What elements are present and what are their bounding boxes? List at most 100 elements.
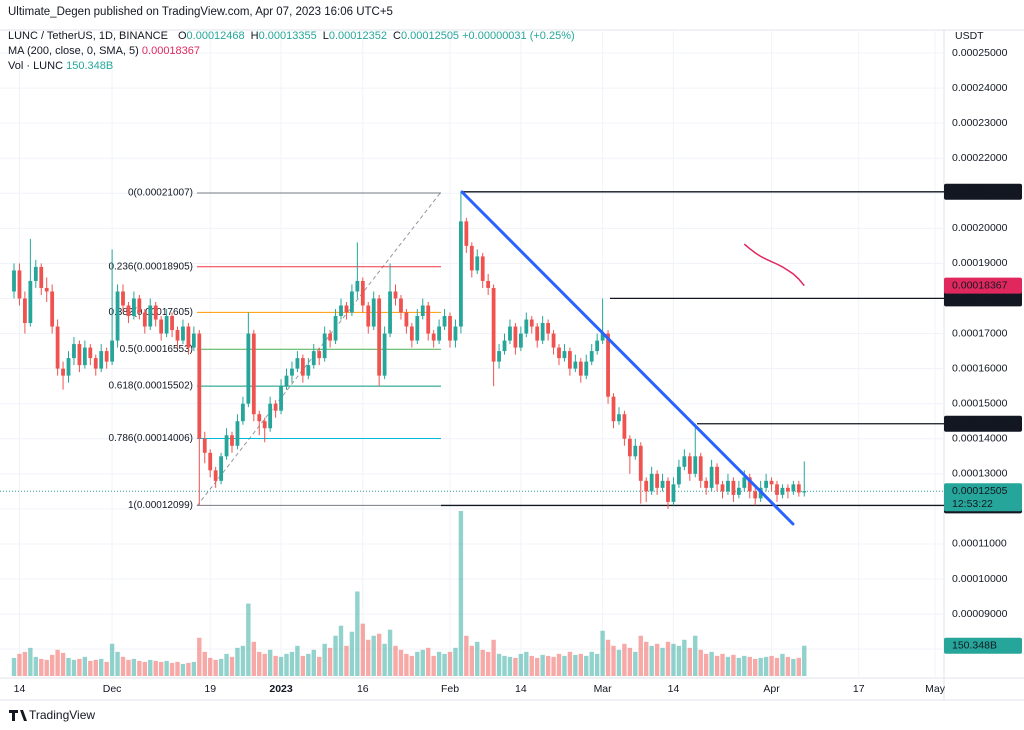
legend-vol: Vol · LUNC 150.348B bbox=[8, 60, 113, 72]
legend-symbol: LUNC / TetherUS, 1D, BINANCE O0.00012468 H… bbox=[8, 30, 575, 42]
brand: TradingView bbox=[29, 708, 95, 722]
volume-label: 150.348B bbox=[952, 640, 997, 652]
volume-bar bbox=[649, 645, 654, 676]
candle-body bbox=[399, 298, 403, 313]
candle-body bbox=[742, 477, 747, 488]
vol-name: Vol · LUNC bbox=[8, 60, 63, 72]
candle-body bbox=[23, 298, 27, 324]
volume-bar bbox=[49, 654, 55, 676]
volume-bar bbox=[148, 659, 153, 676]
volume-bar bbox=[426, 647, 431, 676]
candle-body bbox=[508, 326, 512, 341]
candle-body bbox=[736, 487, 741, 495]
volume-bar bbox=[698, 649, 703, 676]
volume-bar bbox=[169, 662, 175, 676]
volume-bar bbox=[703, 653, 709, 676]
volume-bar bbox=[295, 645, 300, 676]
candle-body bbox=[279, 386, 283, 411]
change: +0.00000031 (+0.25%) bbox=[462, 30, 575, 42]
volume-bar bbox=[594, 653, 600, 676]
volume-bar bbox=[376, 633, 382, 676]
candle-body bbox=[709, 466, 714, 488]
ohlc-key: C bbox=[393, 30, 401, 42]
candle-body bbox=[540, 323, 545, 341]
candle-body bbox=[355, 280, 360, 292]
volume-bar bbox=[126, 659, 131, 676]
volume-bar bbox=[616, 649, 622, 676]
candle-body bbox=[44, 287, 49, 292]
candle-body bbox=[404, 312, 409, 327]
volume-bar bbox=[469, 645, 475, 676]
candle-body bbox=[535, 326, 540, 341]
volume-bar bbox=[322, 643, 327, 676]
volume-bar bbox=[415, 651, 420, 676]
candle-body bbox=[104, 351, 109, 362]
volume-bar bbox=[562, 655, 567, 676]
volume-bar bbox=[371, 635, 376, 676]
candle-body bbox=[284, 375, 289, 387]
candle-body bbox=[448, 316, 452, 341]
candle-body bbox=[28, 280, 33, 324]
volume-bar bbox=[262, 653, 267, 676]
candle-body bbox=[382, 333, 387, 376]
volume-bar bbox=[109, 643, 115, 676]
volume-bar bbox=[311, 649, 316, 676]
candle-body bbox=[704, 480, 709, 488]
volume-bar bbox=[71, 659, 77, 676]
candle-body bbox=[546, 323, 551, 334]
volume-bar bbox=[464, 635, 469, 676]
candle-body bbox=[17, 270, 22, 299]
volume-bar bbox=[28, 647, 33, 676]
volume-bar bbox=[240, 645, 246, 676]
price-line-box bbox=[944, 415, 1022, 432]
volume-bar bbox=[404, 653, 409, 676]
y-tick-label: 0.00016000 bbox=[952, 362, 1008, 374]
volume-bar bbox=[387, 629, 393, 676]
candle-body bbox=[317, 351, 322, 359]
candle-body bbox=[137, 298, 142, 313]
x-tick-label: May bbox=[925, 683, 946, 695]
volume-bar bbox=[611, 645, 616, 676]
volume-bar bbox=[774, 657, 780, 676]
price-line-box bbox=[944, 183, 1022, 200]
volume-bar bbox=[278, 656, 284, 676]
candle-body bbox=[589, 351, 594, 362]
candle-body bbox=[513, 326, 518, 348]
candle-body bbox=[328, 333, 333, 341]
candle-body bbox=[164, 316, 169, 334]
ma-box bbox=[944, 277, 1022, 294]
volume-bar bbox=[589, 651, 594, 676]
candle-body bbox=[132, 298, 136, 317]
volume-bar bbox=[99, 658, 104, 676]
candle-body bbox=[110, 340, 115, 362]
volume-bar bbox=[431, 655, 436, 676]
candle-body bbox=[475, 256, 480, 271]
candle-body bbox=[202, 438, 207, 453]
volume-bar bbox=[600, 630, 605, 676]
candle-body bbox=[241, 403, 245, 422]
candle-body bbox=[333, 316, 338, 341]
volume-bar bbox=[556, 653, 562, 676]
candle-body bbox=[213, 470, 218, 481]
volume-bar bbox=[17, 653, 22, 676]
volume-bar bbox=[513, 657, 518, 676]
candle-body bbox=[671, 484, 676, 502]
x-tick-label: Apr bbox=[763, 683, 780, 695]
volume-bar bbox=[633, 651, 638, 676]
volume-bar bbox=[333, 635, 338, 676]
candle-body bbox=[366, 305, 371, 327]
logo bbox=[9, 710, 27, 721]
volume-bar bbox=[458, 511, 464, 676]
ohlc-value: 0.00012468 bbox=[187, 30, 245, 42]
volume-bar bbox=[208, 657, 213, 676]
candle-body bbox=[153, 305, 158, 320]
volume-bar bbox=[317, 656, 322, 676]
volume-bar bbox=[496, 653, 502, 676]
volume-bar bbox=[447, 651, 453, 676]
x-tick-label: 2023 bbox=[269, 683, 293, 695]
volume-bar bbox=[164, 660, 169, 676]
volume-bar bbox=[665, 641, 671, 676]
candle-body bbox=[409, 326, 414, 341]
candle-body bbox=[518, 333, 523, 348]
y-tick-label: 0.00010000 bbox=[952, 573, 1008, 585]
